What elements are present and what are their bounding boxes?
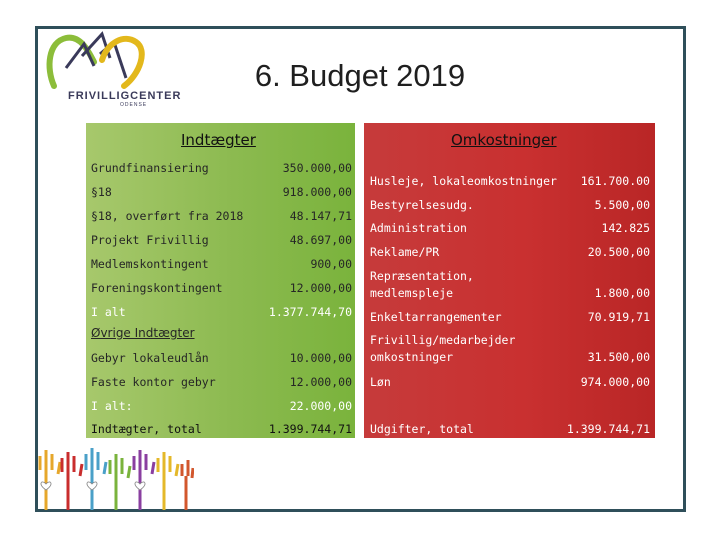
raised-hands-illustration — [38, 448, 194, 510]
income-label: §18, overført fra 2018 — [91, 209, 244, 223]
expense-label: Enkeltarrangementer — [370, 310, 502, 324]
expense-label: Reklame/PR — [370, 245, 440, 259]
income-label: Medlemskontingent — [91, 257, 209, 271]
other-income-subtotal-value: 22.000,00 — [289, 399, 352, 413]
income-value: 900,00 — [310, 257, 352, 271]
income-label: Projekt Frivillig — [91, 233, 209, 247]
expenses-total-label: Udgifter, total — [370, 422, 474, 436]
expenses-header: Omkostninger — [451, 131, 557, 149]
expense-label-line2: omkostninger — [370, 350, 454, 364]
other-income-subtotal-label: I alt: — [91, 399, 133, 413]
income-label: §18 — [91, 185, 112, 199]
expense-label-line1: Frivillig/medarbejder — [370, 333, 516, 347]
expenses-total-value: 1.399.744,71 — [566, 422, 650, 436]
income-value: 48.697,00 — [289, 233, 352, 247]
expense-value: 31.500,00 — [587, 350, 650, 364]
income-total-value: 1.399.744,71 — [268, 422, 352, 436]
expense-label: Løn — [370, 375, 391, 389]
income-label: Faste kontor gebyr — [91, 375, 216, 389]
hand-icon — [38, 448, 194, 510]
logo-city: ODENSE — [120, 102, 148, 108]
income-value: 350.000,00 — [282, 161, 352, 175]
income-value: 10.000,00 — [289, 351, 352, 365]
income-panel — [86, 123, 355, 438]
expense-label: Bestyrelsesudg. — [370, 198, 474, 212]
logo-wordmark: FRIVILLIGCENTER — [68, 90, 182, 102]
income-label: Foreningskontingent — [91, 281, 223, 295]
income-label: Gebyr lokaleudlån — [91, 351, 209, 365]
income-value: 918.000,00 — [282, 185, 352, 199]
income-value: 48.147,71 — [289, 209, 352, 223]
expense-value: 142.825 — [601, 221, 650, 235]
expense-label: Husleje, lokaleomkostninger — [370, 174, 557, 188]
income-header: Indtægter — [181, 131, 256, 149]
expense-label-line1: Repræsentation, — [370, 269, 474, 283]
slide-title: 6. Budget 2019 — [254, 58, 466, 93]
expense-value: 5.500,00 — [594, 198, 650, 212]
slide-frame — [35, 26, 686, 512]
income-label: Grundfinansiering — [91, 161, 209, 175]
income-value: 12.000,00 — [289, 281, 352, 295]
income-total-label: Indtægter, total — [91, 422, 202, 436]
expense-value: 161.700.00 — [580, 174, 650, 188]
income-subtotal-value: 1.377.744,70 — [268, 305, 352, 319]
expense-value: 20.500,00 — [587, 245, 650, 259]
other-income-header: Øvrige Indtægter — [91, 326, 195, 340]
expense-value: 70.919,71 — [587, 310, 650, 324]
income-value: 12.000,00 — [289, 375, 352, 389]
expenses-panel — [364, 123, 655, 438]
expense-label-line2: medlemspleje — [370, 286, 454, 300]
heart-icon — [40, 481, 146, 491]
expense-label: Administration — [370, 221, 467, 235]
income-subtotal-label: I alt — [91, 305, 126, 319]
expense-value: 974.000,00 — [580, 375, 650, 389]
expense-value: 1.800,00 — [594, 286, 650, 300]
frivilligcenter-logo — [46, 31, 145, 89]
